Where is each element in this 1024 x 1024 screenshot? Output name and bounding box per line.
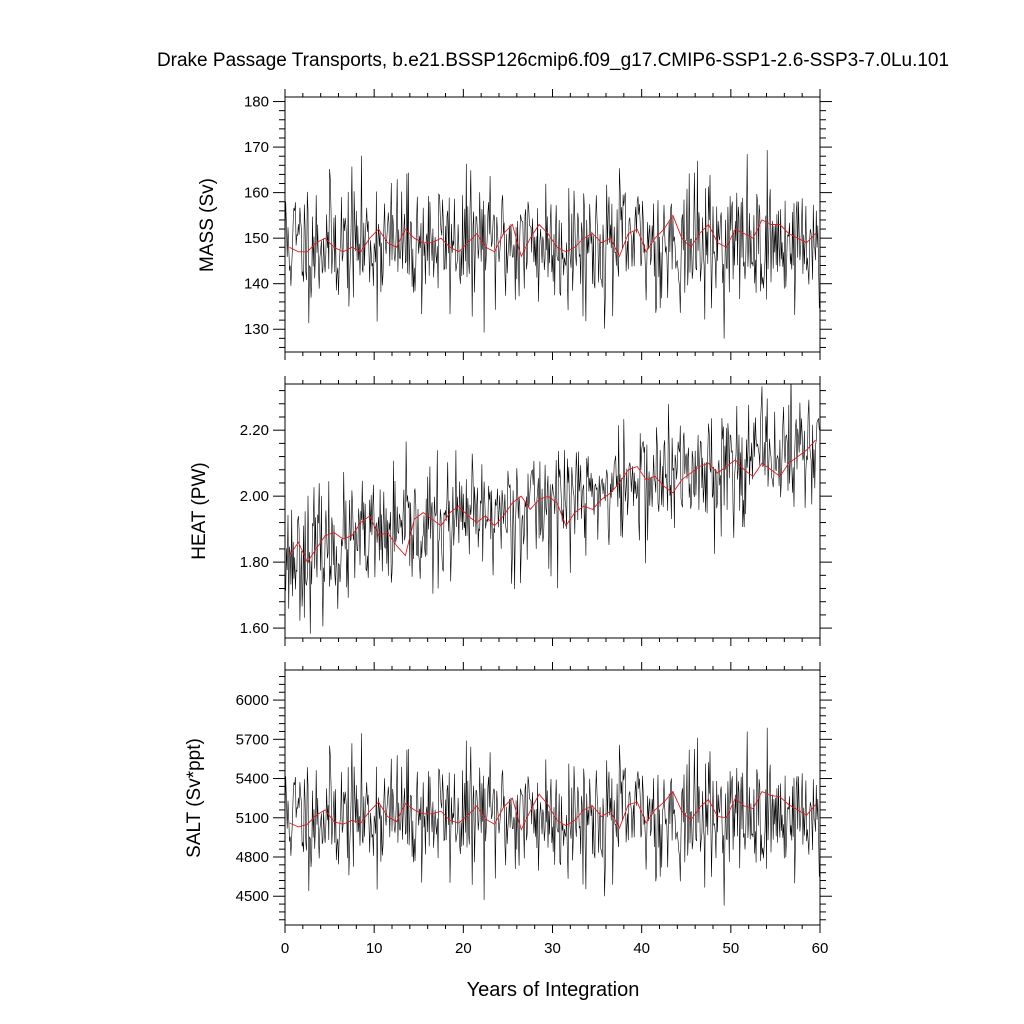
salt-plot-frame (284, 669, 821, 926)
salt-y-axis-label: SALT (Sv*ppt) (184, 738, 205, 858)
heat-y-tick-label: 2.00 (240, 488, 269, 505)
salt-y-tick-label: 6000 (236, 692, 269, 709)
x-axis-label: Years of Integration (467, 979, 640, 1001)
mass-plot-frame (284, 96, 821, 353)
salt-x-tick-label: 20 (455, 940, 472, 957)
heat-annual-mean-series-line (289, 439, 816, 564)
heat-y-axis-label: HEAT (PW) (189, 462, 210, 559)
heat-monthly-series-line (285, 384, 820, 634)
mass-monthly-series-line (285, 150, 820, 339)
salt-x-tick-label: 0 (281, 940, 289, 957)
mass-y-tick-label: 150 (244, 230, 269, 247)
mass-y-tick-label: 160 (244, 185, 269, 202)
salt-x-tick-label: 40 (633, 940, 650, 957)
salt-annual-mean-series-line (289, 790, 816, 831)
salt-y-tick-label: 5700 (236, 731, 269, 748)
salt-panel: SALT (Sv*ppt) 0 10 20 30 40 50 60 4500 4800 5100 5… (184, 662, 832, 957)
mass-annual-mean-series-line (289, 214, 816, 258)
heat-y-tick-label: 1.60 (240, 620, 269, 637)
salt-x-tick-label: 50 (722, 940, 739, 957)
salt-x-tick-label: 10 (366, 940, 383, 957)
salt-y-tick-label: 4800 (236, 849, 269, 866)
salt-y-tick-label: 4500 (236, 888, 269, 905)
salt-monthly-series-line (285, 727, 820, 906)
salt-x-tick-label: 30 (544, 940, 561, 957)
mass-y-tick-label: 140 (244, 276, 269, 293)
heat-panel: HEAT (PW) 1.60 1.80 2.00 2.20 (189, 376, 832, 646)
mass-y-axis-label: MASS (Sv) (197, 178, 218, 272)
mass-y-tick-label: 170 (244, 139, 269, 156)
chart-title: Drake Passage Transports, b.e21.BSSP126c… (157, 50, 949, 71)
mass-y-tick-label: 180 (244, 94, 269, 111)
mass-y-tick-label: 130 (244, 321, 269, 338)
salt-y-tick-label: 5100 (236, 810, 269, 827)
heat-y-tick-label: 1.80 (240, 554, 269, 571)
salt-x-tick-label: 60 (812, 940, 829, 957)
heat-y-tick-label: 2.20 (240, 422, 269, 439)
salt-y-tick-label: 5400 (236, 771, 269, 788)
mass-panel: MASS (Sv) 130 140 150 160 170 180 (197, 89, 832, 360)
